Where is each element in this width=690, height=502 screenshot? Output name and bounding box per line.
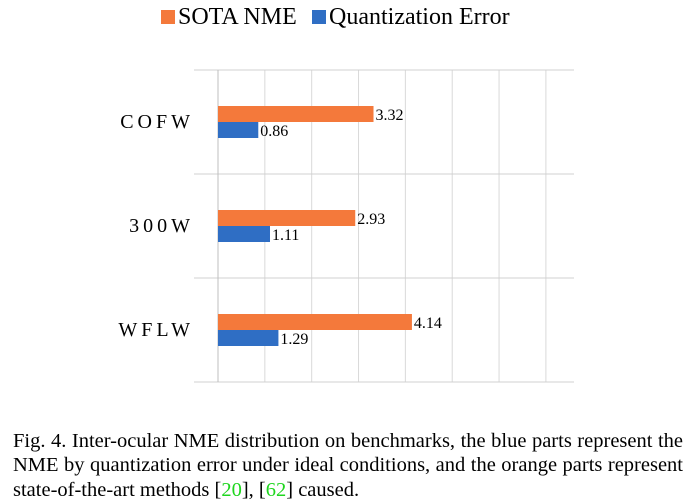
legend-swatch [312, 10, 326, 24]
category-label: 300W [129, 215, 194, 237]
caption-ref-1[interactable]: 20 [221, 479, 242, 501]
data-label: 3.32 [376, 107, 404, 124]
bar-cofw-sota-nme [218, 106, 374, 122]
caption-ref-2[interactable]: 62 [266, 479, 287, 501]
bar-300w-quantization-error [218, 226, 270, 242]
category-label: COFW [120, 111, 194, 133]
legend-label: SOTA NME [178, 4, 297, 30]
data-label: 0.86 [260, 123, 288, 140]
legend-swatch [161, 10, 175, 24]
caption-text-middle: ], [ [242, 479, 266, 501]
legend-label: Quantization Error [329, 4, 510, 30]
bar-wflw-quantization-error [218, 330, 278, 346]
bar-wflw-sota-nme [218, 314, 412, 330]
data-label: 1.29 [280, 331, 308, 348]
data-label: 1.11 [272, 227, 299, 244]
data-label: 2.93 [357, 211, 385, 228]
bar-300w-sota-nme [218, 210, 355, 226]
chart-figure: 3.32 0.86 COFW 2.93 1.11 300W 4.14 1.29 WFLW SOTA… [0, 0, 690, 400]
bar-cofw-quantization-error [218, 122, 258, 138]
bar-chart: 3.32 0.86 COFW 2.93 1.11 300W 4.14 1.29 WFLW SOTA… [0, 0, 690, 400]
caption-text-after: ] caused. [286, 479, 359, 501]
data-label: 4.14 [414, 315, 442, 332]
category-label: WFLW [118, 319, 194, 341]
